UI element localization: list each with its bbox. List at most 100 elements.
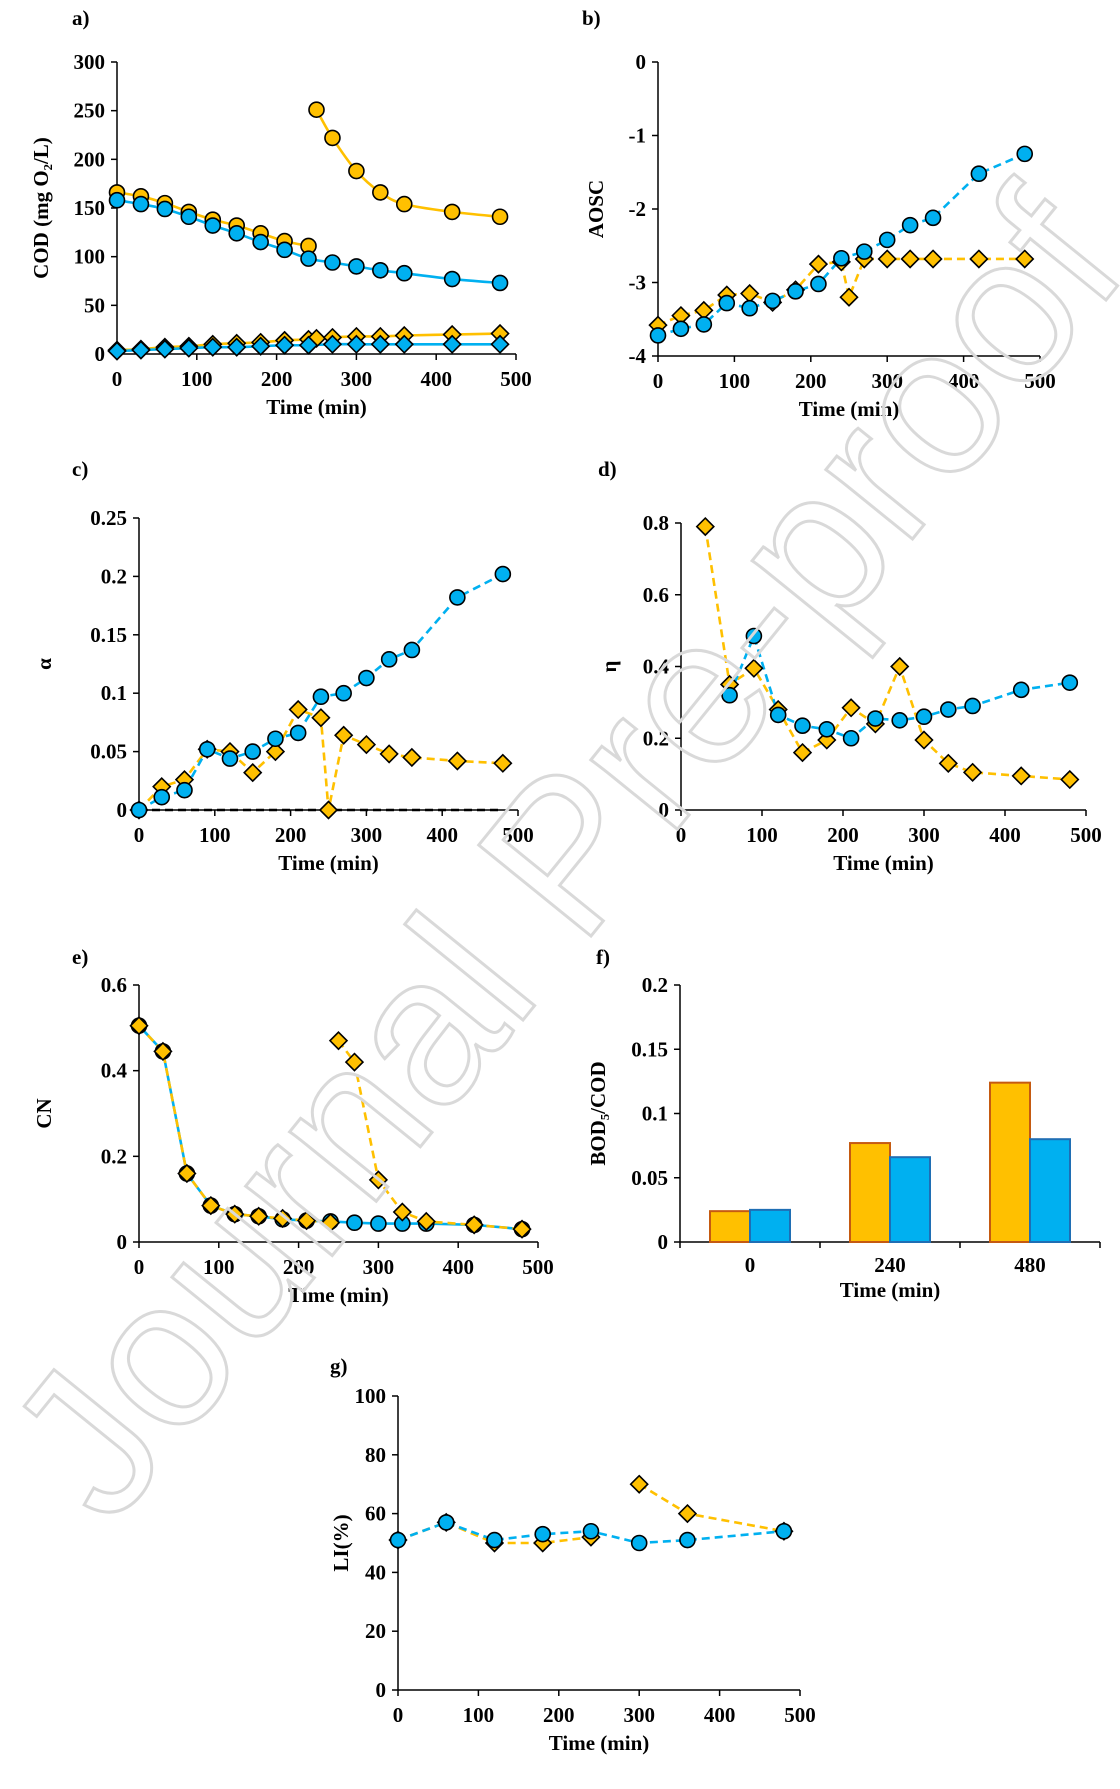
x-tick-label: 200 (261, 367, 293, 391)
y-tick-label: 0.4 (101, 1059, 128, 1083)
data-point (512, 1219, 532, 1239)
x-tick-label: 480 (1014, 1253, 1046, 1277)
data-point (129, 1016, 149, 1036)
y-tick-label: 0.1 (101, 681, 127, 705)
data-point (629, 1474, 649, 1494)
data-point (370, 334, 390, 354)
x-tick-label: 300 (908, 823, 940, 847)
data-point (328, 1031, 349, 1051)
data-point (203, 337, 223, 357)
data-point (274, 335, 295, 355)
data-point (416, 1211, 436, 1232)
data-point (449, 589, 466, 606)
x-tick-label: 500 (500, 367, 532, 391)
data-point (695, 316, 713, 333)
data-point (153, 788, 171, 806)
y-axis-label: LI(%) (329, 1514, 353, 1571)
x-tick-label: 100 (463, 1703, 495, 1727)
data-point (890, 656, 910, 677)
y-tick-label: 0.2 (101, 1144, 127, 1168)
y-tick-label: 0.15 (631, 1037, 668, 1061)
y-tick-label: -2 (629, 197, 647, 221)
y-tick-label: 0 (659, 798, 670, 822)
series-line (138, 707, 503, 811)
data-point (298, 335, 319, 355)
x-tick-label: 100 (746, 823, 778, 847)
data-point (179, 338, 199, 358)
data-point (891, 712, 909, 729)
data-point (132, 195, 150, 213)
x-axis-label: Time (min) (266, 395, 367, 419)
data-point (276, 241, 293, 259)
series-line (138, 572, 504, 812)
data-point (970, 165, 988, 183)
x-tick-label: 400 (948, 369, 980, 393)
y-tick-label: 0.2 (101, 564, 127, 588)
x-axis-label: Time (min) (288, 1283, 389, 1307)
data-point (296, 1210, 317, 1231)
data-point (721, 686, 738, 704)
data-point (368, 1170, 389, 1190)
data-point (939, 701, 957, 718)
x-tick-label: 200 (827, 823, 859, 847)
panel-label: a) (72, 6, 90, 30)
data-point (265, 741, 286, 762)
y-tick-label: 100 (74, 245, 106, 269)
x-axis-label: Time (min) (833, 851, 934, 875)
x-tick-label: 500 (502, 823, 534, 847)
y-tick-label: 0 (376, 1678, 387, 1702)
data-point (389, 1531, 407, 1549)
x-tick-label: 240 (874, 1253, 906, 1277)
x-tick-label: 0 (134, 1255, 145, 1279)
y-tick-label: 0.2 (642, 973, 668, 997)
data-point (447, 751, 467, 771)
data-point (251, 336, 271, 356)
data-point (775, 1522, 793, 1540)
data-point (914, 730, 934, 750)
x-tick-label: 300 (351, 823, 383, 847)
data-point (486, 1531, 503, 1549)
panel-label: d) (598, 457, 617, 481)
x-axis-label: Time (min) (840, 1278, 941, 1302)
y-tick-label: 0.25 (90, 506, 127, 530)
x-tick-label: 0 (676, 823, 687, 847)
data-point (1060, 769, 1080, 790)
data-point (372, 261, 389, 279)
data-point (792, 742, 813, 763)
data-point (740, 283, 760, 304)
x-tick-label: 0 (134, 823, 145, 847)
x-tick-label: 400 (420, 367, 452, 391)
data-point (877, 249, 897, 269)
data-point (356, 734, 377, 755)
chart-panel-g: g) 0 20 40 60 80 100 LI(%) 0 100 200 300 400 500 Time … (329, 1354, 816, 1755)
data-point (324, 129, 341, 147)
data-point (156, 200, 174, 218)
x-tick-label: 500 (522, 1255, 554, 1279)
data-point (938, 753, 958, 773)
y-tick-label: 0.05 (631, 1166, 668, 1190)
data-point (318, 800, 339, 820)
y-axis-label: η (597, 660, 621, 672)
y-tick-label: 0.1 (642, 1102, 668, 1126)
y-tick-label: -1 (629, 124, 647, 148)
y-axis-label: α (32, 658, 56, 670)
data-point (464, 1215, 484, 1235)
data-point (1012, 681, 1030, 699)
data-point (131, 340, 151, 360)
data-point (494, 565, 512, 583)
data-point (204, 217, 222, 234)
data-point (394, 334, 414, 354)
data-point (769, 706, 787, 724)
chart-panel-c: c) 0 0.05 0.1 0.15 0.2 0.25 α 0 100 200 300 400 500 Ti… (32, 457, 534, 875)
x-tick-label: 0 (112, 367, 123, 391)
data-point (491, 208, 509, 226)
data-point (842, 729, 860, 747)
y-tick-label: 50 (84, 293, 105, 317)
data-point (320, 1213, 341, 1233)
x-tick-label: 300 (363, 1255, 395, 1279)
x-tick-label: 400 (426, 823, 458, 847)
x-axis-label: Time (min) (549, 1731, 650, 1755)
data-point (227, 337, 247, 357)
y-tick-label: 0.4 (643, 655, 670, 679)
x-tick-label: 100 (203, 1255, 235, 1279)
